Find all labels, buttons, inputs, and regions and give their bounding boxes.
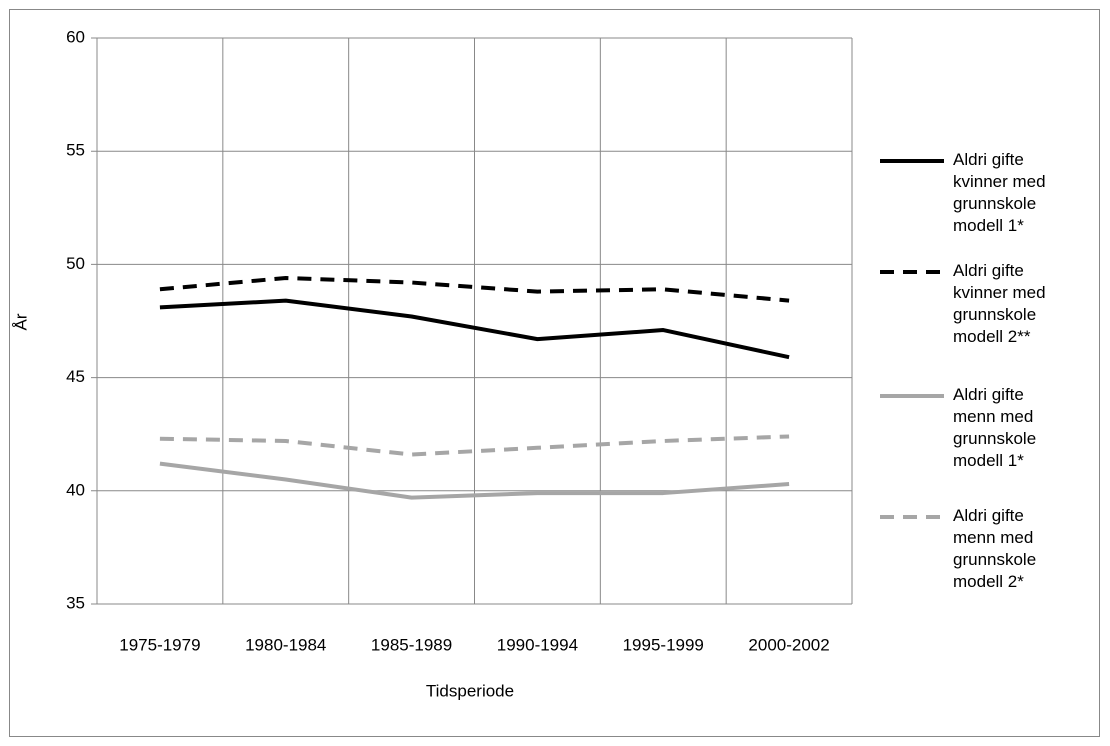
series-line <box>159 275 790 303</box>
x-tick-label: 1995-1999 <box>623 635 704 654</box>
series-line <box>159 298 790 360</box>
series-line <box>159 434 790 457</box>
y-tick-label: 60 <box>66 27 85 46</box>
x-axis-title: Tidsperiode <box>426 681 514 700</box>
legend-label: Aldri gifte menn med grunnskole modell 2… <box>953 506 1037 591</box>
legend-label: Aldri gifte kvinner med grunnskole model… <box>953 261 1046 346</box>
legend-label: Aldri gifte kvinner med grunnskole model… <box>953 150 1046 235</box>
x-tick-label: 1985-1989 <box>371 635 452 654</box>
x-tick-label: 2000-2002 <box>748 635 829 654</box>
chart-border <box>9 9 1100 737</box>
y-tick-label: 55 <box>66 141 85 160</box>
x-tick-label: 1980-1984 <box>245 635 326 654</box>
y-tick-label: 40 <box>66 480 85 499</box>
y-axis-title: År <box>11 313 30 330</box>
legend-label: Aldri gifte menn med grunnskole modell 1… <box>953 385 1037 470</box>
x-tick-label: 1990-1994 <box>497 635 578 654</box>
y-tick-label: 50 <box>66 254 85 273</box>
series-line <box>159 461 790 500</box>
x-tick-label: 1975-1979 <box>119 635 200 654</box>
y-tick-label: 45 <box>66 367 85 386</box>
y-tick-label: 35 <box>66 593 85 612</box>
